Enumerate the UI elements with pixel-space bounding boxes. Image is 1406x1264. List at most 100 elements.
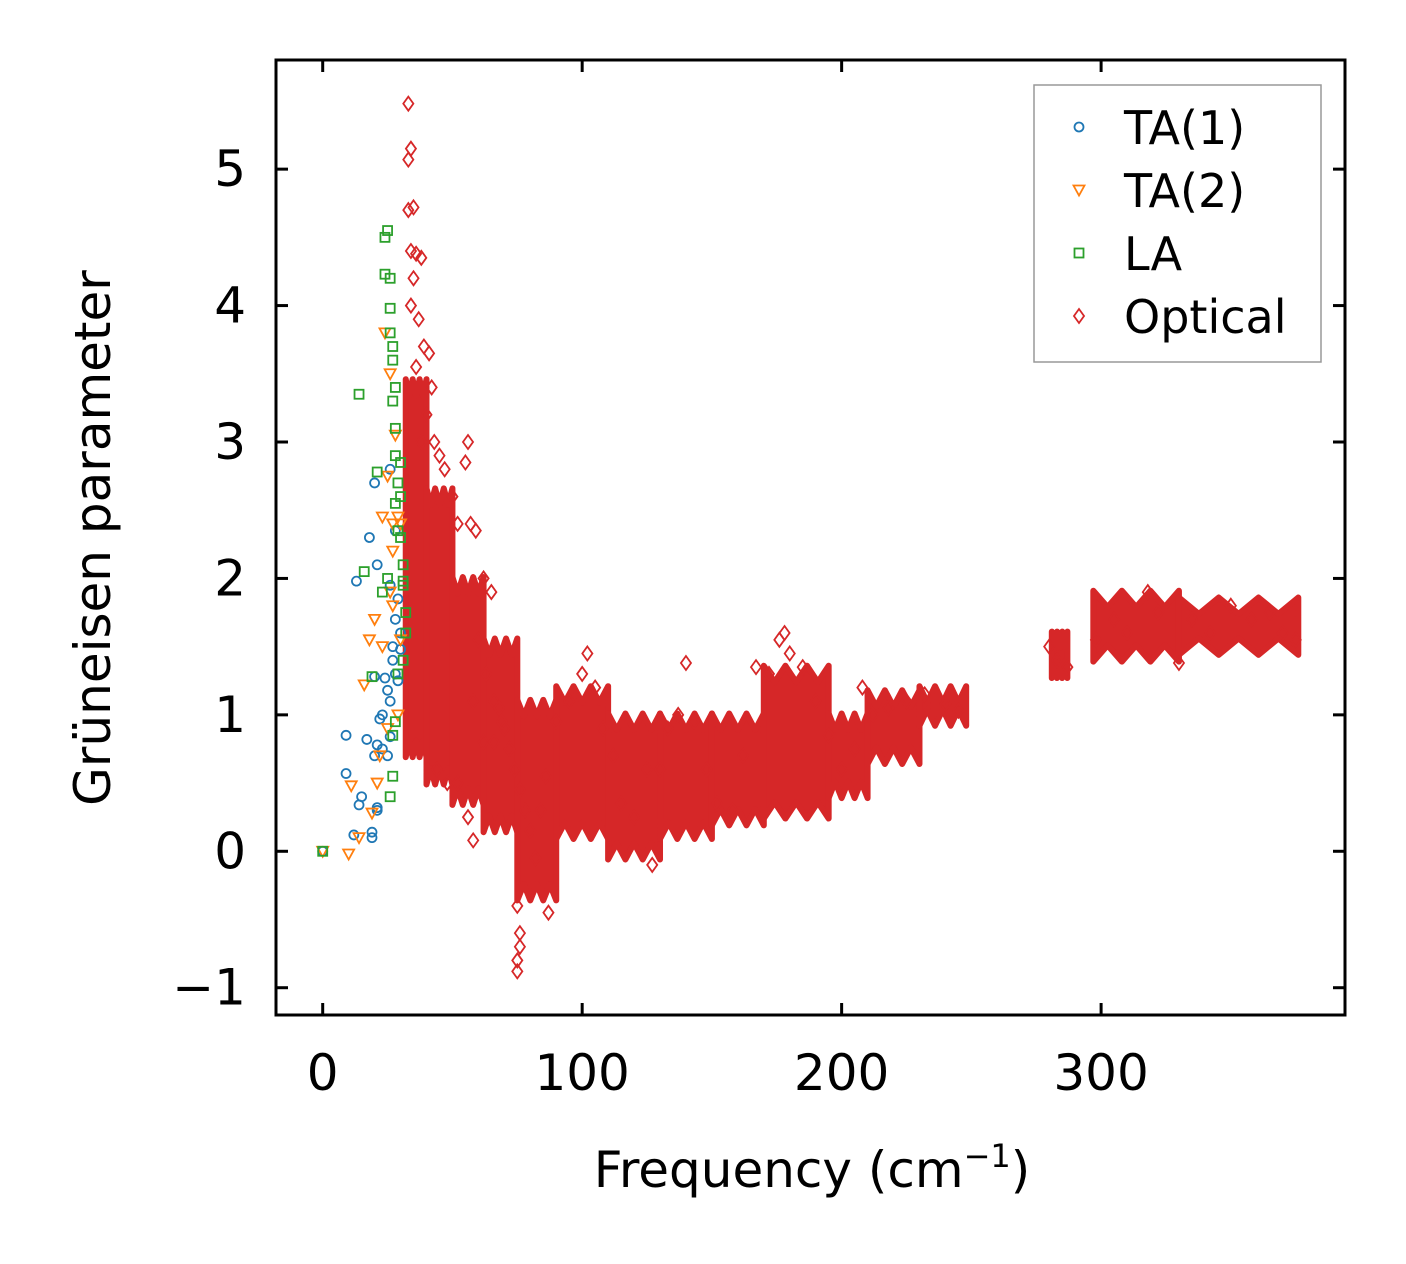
la-point	[366, 671, 378, 683]
ta-1-point	[366, 826, 378, 838]
optical-point	[1107, 610, 1121, 628]
optical-point	[402, 201, 415, 219]
ta-2-point	[344, 780, 359, 794]
legend-label-la: LA	[1124, 227, 1183, 281]
optical-point	[508, 760, 521, 778]
optical-point	[412, 310, 425, 328]
ta-2-point	[383, 368, 398, 382]
optical-point	[1152, 603, 1165, 622]
la-point	[389, 382, 401, 393]
la-point	[395, 491, 406, 502]
la-point	[387, 341, 399, 352]
ta-2-point	[385, 545, 400, 559]
optical-point	[762, 665, 776, 683]
optical-point	[726, 801, 739, 819]
ta-2-point	[390, 511, 405, 525]
ta-2-point	[375, 511, 390, 525]
optical-point	[1141, 583, 1154, 601]
ta-1-point	[369, 671, 380, 683]
optical-point	[438, 460, 451, 478]
legend-label-ta-2: TA(2)	[1123, 164, 1245, 218]
ta-2-point	[367, 613, 382, 627]
optical-point	[451, 515, 464, 533]
optical-point	[487, 733, 501, 751]
la-point	[395, 532, 406, 543]
x-axis-label: Frequency (cm−1)	[594, 1137, 1031, 1199]
ta-1-point	[366, 832, 378, 844]
la-point	[397, 559, 409, 571]
optical-band	[449, 574, 487, 808]
optical-point	[409, 245, 423, 263]
optical-point	[467, 831, 480, 849]
optical-point	[404, 297, 418, 315]
optical-point	[469, 522, 482, 540]
la-point	[387, 770, 399, 782]
optical-point	[404, 242, 418, 260]
la-point	[382, 573, 393, 584]
optical-point	[461, 433, 475, 451]
optical-point	[700, 760, 713, 778]
y-tick-label: 1	[214, 686, 246, 744]
ta-2-point	[393, 518, 408, 532]
optical-point	[415, 249, 428, 267]
axis-ticks: 0 100 200 300 −1 0 1 2 3 4 5	[172, 60, 1345, 1102]
y-tick-label: 0	[214, 822, 246, 880]
la-point	[376, 586, 388, 598]
ta-1-point	[379, 672, 391, 684]
optical-point	[451, 774, 464, 792]
optical-point	[524, 822, 537, 840]
ta-2-point	[380, 723, 395, 736]
ta-1-point	[348, 829, 360, 841]
optical-point	[661, 719, 674, 738]
legend-label-ta-1: TA(1)	[1123, 101, 1245, 155]
optical-point	[409, 358, 423, 376]
ta-1-point	[392, 675, 404, 687]
ta-1-point	[384, 731, 396, 743]
y-tick-label: −1	[172, 959, 246, 1017]
optical-point	[581, 644, 594, 663]
ta-1-point	[340, 729, 352, 741]
optical-point	[459, 453, 472, 472]
optical-point	[518, 801, 532, 819]
optical-point	[856, 679, 869, 697]
optical-point	[417, 337, 431, 356]
optical-point	[461, 808, 475, 826]
x-tick-label: 200	[794, 1044, 889, 1102]
legend-marker-optical	[1072, 307, 1086, 325]
ta-1-point	[376, 743, 388, 755]
optical-point	[511, 962, 524, 980]
optical-point	[1050, 651, 1064, 669]
optical-band	[553, 683, 612, 843]
plot-frame	[274, 58, 1347, 1017]
x-axis-label-main: Frequency (cm	[594, 1141, 964, 1199]
optical-point	[511, 951, 524, 969]
ta-1-point	[389, 613, 401, 625]
la-point	[317, 845, 329, 857]
ta-2-point	[341, 848, 356, 862]
optical-point	[1185, 610, 1199, 628]
optical-point	[511, 897, 524, 915]
ta-2-point	[385, 518, 400, 532]
optical-point	[422, 344, 436, 362]
optical-point	[534, 801, 547, 819]
scatter-point-group	[315, 95, 1302, 980]
y-tick-label: 3	[214, 413, 246, 471]
ta-1-point	[384, 695, 396, 707]
optical-point	[415, 433, 428, 451]
la-point	[379, 231, 391, 243]
optical-point	[614, 794, 628, 813]
y-tick-label: 4	[214, 277, 246, 335]
ta-2-point	[364, 807, 380, 821]
optical-band	[480, 635, 521, 836]
optical-point	[835, 760, 848, 778]
optical-point	[1089, 631, 1103, 649]
optical-point	[472, 631, 485, 649]
x-axis-label-close: )	[1011, 1141, 1031, 1199]
optical-point	[513, 924, 527, 942]
optical-point	[1043, 638, 1056, 656]
legend-marker-la	[1073, 247, 1085, 259]
optical-point	[687, 713, 700, 731]
optical-point	[939, 695, 952, 713]
optical-point	[542, 904, 555, 922]
optical-point	[1224, 597, 1237, 615]
